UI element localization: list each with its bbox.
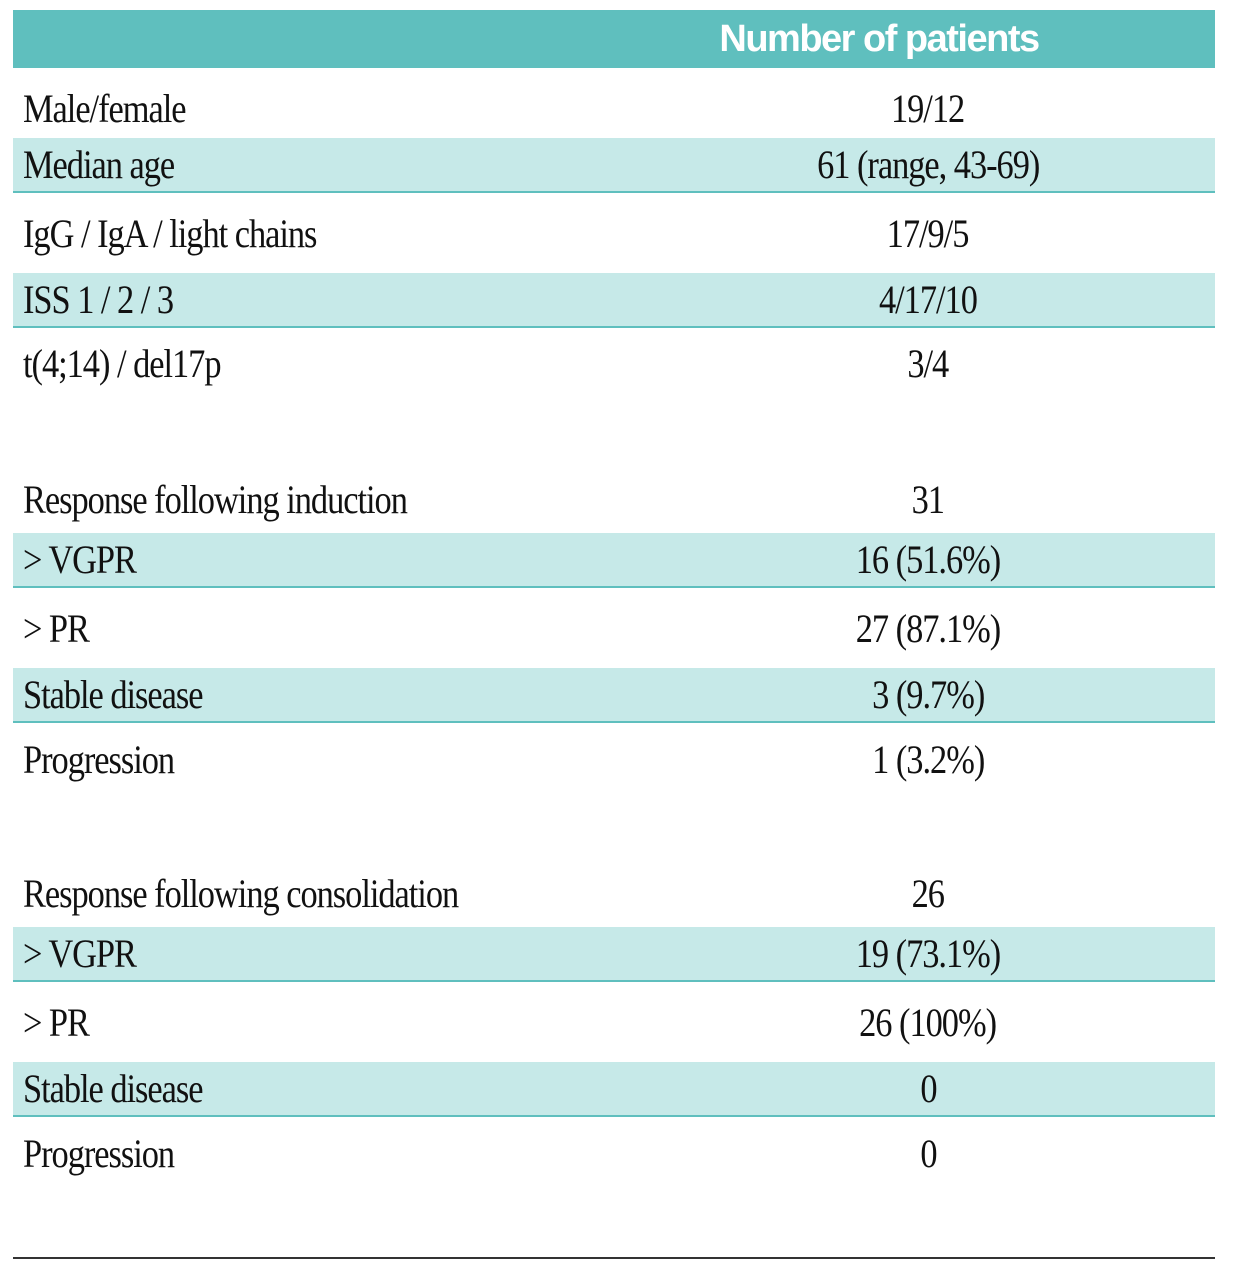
patient-characteristics-table: Number of patients (%) Male/female 19/12… bbox=[13, 10, 1215, 1189]
row-value: 19/12 bbox=[891, 85, 965, 131]
table-row: Response following consolidation 26 bbox=[13, 859, 1215, 927]
row-label: Progression bbox=[23, 1130, 175, 1176]
row-label: > PR bbox=[23, 605, 90, 651]
row-value: 31 bbox=[911, 476, 945, 522]
row-label: ISS 1 / 2 / 3 bbox=[23, 277, 174, 322]
header-gap bbox=[13, 68, 1215, 78]
row-value: 4/17/10 bbox=[879, 277, 978, 322]
row-value: 26 (100%) bbox=[859, 999, 998, 1045]
row-label: > PR bbox=[23, 999, 90, 1045]
row-label: Progression bbox=[23, 736, 175, 782]
row-label: Male/female bbox=[23, 85, 187, 131]
table-row: IgG / IgA / light chains 17/9/5 bbox=[13, 193, 1215, 273]
row-value: 61 (range, 43-69) bbox=[816, 142, 1040, 187]
table-row: > PR 27 (87.1%) bbox=[13, 588, 1215, 668]
row-value: 26 bbox=[911, 870, 945, 916]
row-value: 1 (3.2%) bbox=[871, 736, 985, 782]
row-label: t(4;14) / del17p bbox=[23, 340, 222, 386]
row-label: Response following consolidation bbox=[23, 870, 459, 916]
row-label: Response following induction bbox=[23, 476, 408, 522]
row-value: 0 bbox=[919, 1066, 937, 1111]
row-value: 3/4 bbox=[907, 340, 950, 386]
section-gap bbox=[13, 795, 1215, 859]
table-row: Progression 1 (3.2%) bbox=[13, 723, 1215, 795]
table-row: > PR 26 (100%) bbox=[13, 982, 1215, 1062]
row-label: Stable disease bbox=[23, 672, 204, 717]
table-bottom-rule bbox=[13, 1257, 1215, 1259]
row-value: 27 (87.1%) bbox=[855, 605, 1001, 651]
row-label: > VGPR bbox=[23, 931, 137, 976]
row-value: 0 bbox=[919, 1130, 937, 1176]
table-row: Progression 0 bbox=[13, 1117, 1215, 1189]
row-label: IgG / IgA / light chains bbox=[23, 210, 317, 256]
table-row: t(4;14) / del17p 3/4 bbox=[13, 328, 1215, 398]
table-row: > VGPR 19 (73.1%) bbox=[13, 927, 1215, 982]
header-number-of-patients: Number of patients (%) bbox=[719, 18, 1040, 118]
row-label: Median age bbox=[23, 142, 175, 187]
table-row: ISS 1 / 2 / 3 4/17/10 bbox=[13, 273, 1215, 328]
table-row: Response following induction 31 bbox=[13, 465, 1215, 533]
table-header: Number of patients (%) bbox=[13, 10, 1215, 118]
row-value: 19 (73.1%) bbox=[855, 931, 1001, 976]
row-label: Stable disease bbox=[23, 1066, 204, 1111]
row-value: 17/9/5 bbox=[887, 210, 970, 256]
section-gap bbox=[13, 398, 1215, 465]
row-label: > VGPR bbox=[23, 537, 137, 582]
table-row: > VGPR 16 (51.6%) bbox=[13, 533, 1215, 588]
table-row: Stable disease 3 (9.7%) bbox=[13, 668, 1215, 723]
table-row: Male/female 19/12 bbox=[13, 78, 1215, 138]
table-row: Stable disease 0 bbox=[13, 1062, 1215, 1117]
row-value: 16 (51.6%) bbox=[855, 537, 1001, 582]
table-row: Median age 61 (range, 43-69) bbox=[13, 138, 1215, 193]
row-value: 3 (9.7%) bbox=[871, 672, 985, 717]
